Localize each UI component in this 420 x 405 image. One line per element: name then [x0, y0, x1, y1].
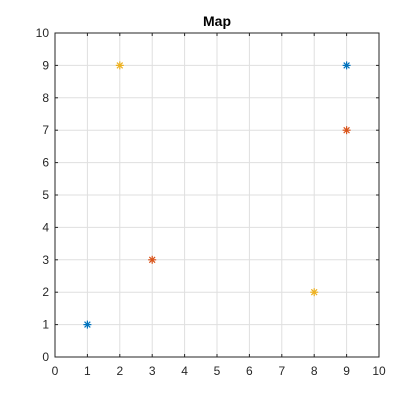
y-tick-label: 6 [42, 156, 49, 170]
y-tick-label: 7 [42, 123, 49, 137]
x-tick-label: 9 [343, 364, 350, 378]
x-axis-ticks: 0 1 2 3 4 5 6 7 8 9 10 [52, 33, 386, 378]
x-tick-label: 10 [372, 364, 386, 378]
data-points [83, 61, 351, 329]
y-tick-label: 0 [42, 350, 49, 364]
data-point [342, 61, 351, 70]
y-axis-ticks: 0 1 2 3 4 5 6 7 8 9 10 [36, 26, 379, 364]
y-tick-label: 8 [42, 91, 49, 105]
data-point [342, 126, 351, 135]
x-tick-label: 3 [149, 364, 156, 378]
y-tick-label: 4 [42, 220, 49, 234]
x-tick-label: 1 [84, 364, 91, 378]
y-tick-label: 2 [42, 285, 49, 299]
x-tick-label: 5 [214, 364, 221, 378]
x-tick-label: 6 [246, 364, 253, 378]
x-tick-label: 0 [52, 364, 59, 378]
x-tick-label: 2 [116, 364, 123, 378]
y-tick-label: 5 [42, 188, 49, 202]
grid [55, 33, 379, 357]
x-tick-label: 7 [278, 364, 285, 378]
x-tick-label: 8 [311, 364, 318, 378]
y-tick-label: 9 [42, 58, 49, 72]
data-point [148, 255, 157, 264]
data-point [83, 320, 92, 329]
y-tick-label: 3 [42, 253, 49, 267]
data-point [115, 61, 124, 70]
x-tick-label: 4 [181, 364, 188, 378]
y-tick-label: 10 [36, 26, 50, 40]
data-point [310, 288, 319, 297]
chart-title: Map [203, 13, 231, 29]
y-tick-label: 1 [42, 318, 49, 332]
